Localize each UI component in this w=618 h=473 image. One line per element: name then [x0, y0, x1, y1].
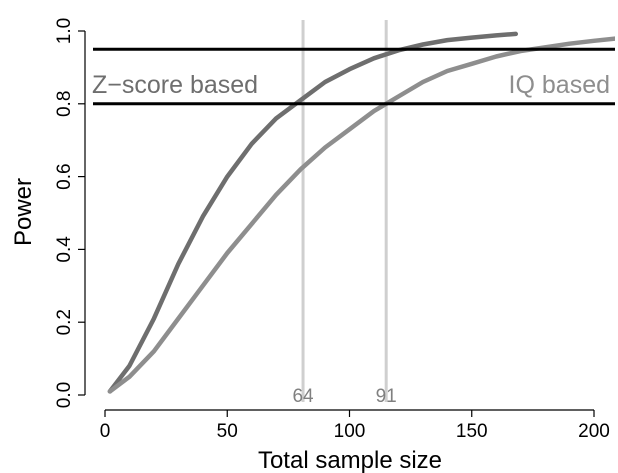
- x-tick-label-200: 200: [578, 421, 610, 442]
- y-tick-label-0-8: 0.8: [54, 91, 75, 117]
- y-tick-label-1: 1.0: [54, 18, 75, 44]
- x-tick-label-100: 100: [334, 421, 366, 442]
- series-label-iq: IQ based: [509, 71, 610, 99]
- x-tick-label-50: 50: [217, 421, 238, 442]
- plot-area: Z−score based IQ based 64 91 0 50 100 150 200 0.0…: [10, 18, 615, 473]
- vline-label-91: 91: [376, 386, 397, 407]
- y-tick-label-0-2: 0.2: [54, 309, 75, 335]
- series-line-zscore: [107, 31, 519, 394]
- y-tick-label-0-6: 0.6: [54, 163, 75, 189]
- x-axis-title: Total sample size: [258, 447, 442, 473]
- vline-label-64: 64: [292, 386, 314, 407]
- y-axis-title: Power: [10, 178, 37, 246]
- y-tick-label-0: 0.0: [54, 382, 75, 408]
- x-tick-label-0: 0: [100, 421, 111, 442]
- y-tick-label-0-4: 0.4: [54, 236, 75, 263]
- series-label-zscore: Z−score based: [92, 71, 258, 99]
- x-tick-label-150: 150: [456, 421, 488, 442]
